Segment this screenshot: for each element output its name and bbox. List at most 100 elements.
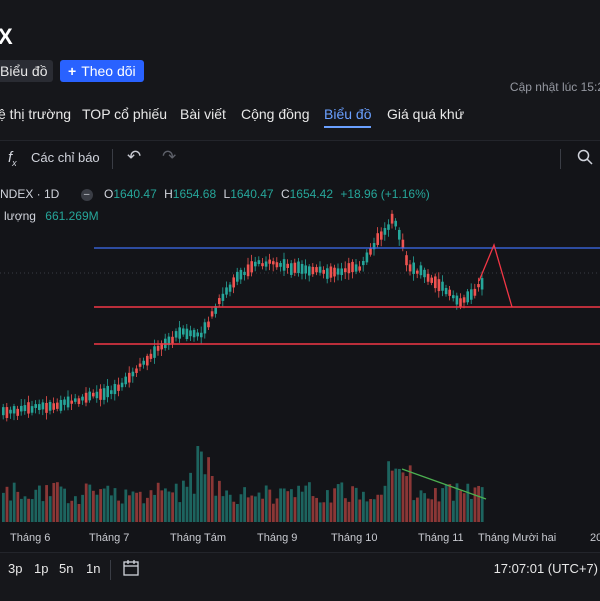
candle <box>459 298 462 307</box>
legend-h-label: H <box>164 187 173 201</box>
volume-label: i lượng <box>0 209 36 223</box>
candle <box>419 265 423 276</box>
legend-o-label: O <box>104 187 114 201</box>
tab-community[interactable]: Cộng đồng <box>241 106 310 122</box>
volume-trend-line[interactable] <box>401 468 487 500</box>
candle <box>308 266 311 276</box>
candle <box>462 297 466 303</box>
range-5d[interactable]: 5n <box>59 561 74 576</box>
volume-bar <box>30 499 34 522</box>
candle <box>66 396 70 408</box>
candle <box>156 345 160 351</box>
volume-bar <box>192 493 196 522</box>
chart-button[interactable]: Biểu đồ <box>0 60 54 82</box>
drawings[interactable] <box>94 243 600 500</box>
volume-bars <box>2 446 484 522</box>
candle <box>390 213 394 224</box>
tab-chart[interactable]: Biểu đồ <box>324 106 372 128</box>
volume-bar <box>340 482 344 522</box>
bottom-bar: 3p 1p 5n 1n 17:07:01 (UTC+7) <box>0 552 600 601</box>
candle <box>171 336 174 344</box>
volume-bar <box>218 480 221 522</box>
volume-bar <box>336 484 340 522</box>
volume-bar <box>430 499 434 522</box>
volume-bar <box>358 499 362 522</box>
candle <box>239 269 243 280</box>
volume-bar <box>200 451 203 522</box>
candle <box>326 268 329 279</box>
projection-path[interactable] <box>478 243 513 308</box>
candle <box>70 400 73 404</box>
volume-bar <box>293 497 297 522</box>
candle <box>120 382 124 388</box>
volume-bar <box>351 486 354 522</box>
tab-top-stocks[interactable]: TOP cổ phiếu <box>82 106 168 122</box>
volume-bar <box>214 495 218 522</box>
candle <box>41 402 45 410</box>
range-1m[interactable]: 1p <box>34 561 49 576</box>
indicators-button[interactable]: Các chỉ báo <box>31 150 100 165</box>
tab-price-history[interactable]: Giá quá khứ <box>387 106 465 122</box>
candle <box>351 261 354 273</box>
range-1d[interactable]: 1n <box>86 561 101 576</box>
volume-bar <box>401 472 405 522</box>
volume-bar <box>120 503 124 522</box>
volume-bar <box>182 480 185 522</box>
legend-collapse-icon[interactable]: – <box>80 188 93 201</box>
follow-button[interactable]: + Theo dõi <box>60 60 144 82</box>
candle <box>423 269 426 278</box>
candle <box>243 271 246 275</box>
candle <box>473 288 477 296</box>
candle <box>128 372 131 383</box>
camera-icon[interactable] <box>576 148 594 171</box>
volume-bar <box>38 485 41 522</box>
volume-bar <box>160 490 164 522</box>
date-range-icon[interactable] <box>122 559 140 582</box>
volume-bar <box>225 490 228 522</box>
fx-icon[interactable]: fx <box>8 149 17 168</box>
volume-bar <box>326 490 329 522</box>
clock[interactable]: 17:07:01 (UTC+7) <box>493 561 598 576</box>
candle <box>300 263 304 274</box>
candle <box>264 261 268 267</box>
volume-bar <box>462 493 466 522</box>
volume-bar <box>344 498 347 522</box>
candle <box>333 267 336 277</box>
candle <box>448 289 451 296</box>
price-chart[interactable] <box>0 177 600 522</box>
candle <box>203 322 207 334</box>
candle <box>138 363 142 367</box>
redo-icon[interactable]: ↷ <box>162 147 177 166</box>
undo-icon[interactable]: ↶ <box>127 147 142 166</box>
volume-bar <box>376 494 380 522</box>
candle <box>77 398 81 404</box>
candle <box>304 265 307 274</box>
candle <box>369 248 372 255</box>
candle <box>214 306 217 314</box>
candle <box>153 346 156 358</box>
chart-area[interactable]: NDEX · 1D – O1640.47 H1654.68 L1640.47 C… <box>0 177 600 522</box>
volume-bar <box>383 485 387 522</box>
candle <box>218 298 221 305</box>
x-tick: Tháng Mười hai <box>478 532 557 544</box>
volume-bar <box>304 485 308 522</box>
candle <box>81 396 84 401</box>
candle <box>88 391 91 401</box>
volume-bar <box>444 484 448 522</box>
volume-bar <box>48 496 52 522</box>
volume-bar <box>354 487 358 522</box>
time-axis[interactable]: Tháng 6 Tháng 7 Tháng Tám Tháng 9 Tháng … <box>0 522 600 552</box>
candle <box>441 281 444 291</box>
candle <box>279 262 282 267</box>
tab-market[interactable]: ệ thị trường <box>0 106 72 122</box>
candle <box>340 268 343 276</box>
volume-bar <box>416 497 419 522</box>
volume-bar <box>66 503 70 522</box>
tab-articles[interactable]: Bài viết <box>180 106 226 122</box>
candle <box>182 328 185 335</box>
x-tick: Tháng 9 <box>257 532 298 544</box>
legend-symbol[interactable]: NDEX · 1D <box>0 187 60 201</box>
range-3m[interactable]: 3p <box>8 561 23 576</box>
volume-bar <box>405 476 408 522</box>
candle <box>12 406 16 414</box>
